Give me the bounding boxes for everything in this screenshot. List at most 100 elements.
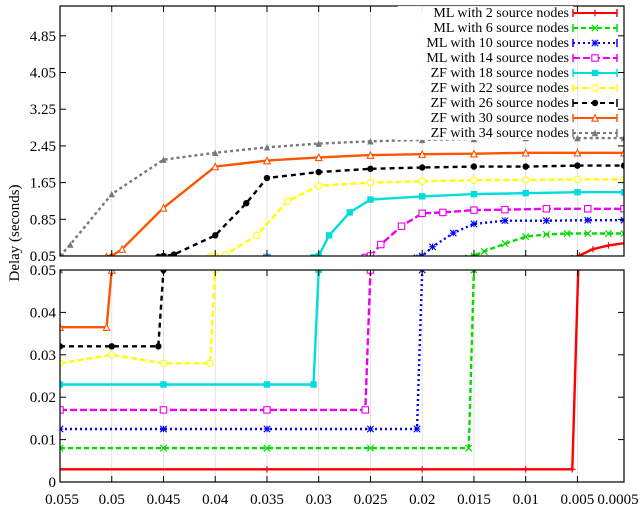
data-point [160, 381, 167, 388]
data-point [542, 205, 551, 213]
data-point [418, 209, 426, 218]
data-point [67, 241, 74, 248]
legend-label: ML with 6 source nodes [433, 21, 569, 36]
data-point [465, 444, 473, 452]
data-point [314, 182, 323, 190]
data-point [591, 54, 599, 62]
data-point [522, 189, 529, 197]
data-point [314, 152, 323, 162]
data-point [155, 253, 162, 256]
data-point [221, 250, 230, 256]
data-point [449, 229, 457, 237]
data-point [470, 270, 478, 274]
data-point [60, 444, 64, 452]
data-point [542, 217, 550, 225]
data-point [620, 229, 624, 238]
data-point [222, 140, 228, 146]
legend-background [398, 111, 573, 125]
data-point [118, 244, 127, 253]
data-point [102, 322, 111, 331]
data-point [591, 99, 599, 107]
data-point [469, 149, 479, 158]
data-point [620, 189, 624, 196]
data-point [263, 425, 271, 433]
data-point [212, 232, 219, 239]
data-point [584, 205, 592, 213]
y-tick-label: 4.05 [30, 66, 56, 82]
data-point [569, 466, 576, 473]
y-tick-label: 0.01 [30, 433, 56, 449]
y-tick-label: 0.05 [30, 249, 56, 265]
data-point [470, 206, 478, 214]
series-line [60, 270, 372, 412]
data-point [60, 381, 64, 388]
data-point [310, 381, 317, 388]
data-point [366, 178, 375, 187]
data-point [310, 254, 317, 256]
data-point [108, 343, 115, 350]
data-point [604, 229, 613, 238]
data-point [590, 113, 600, 122]
data-point [439, 208, 447, 217]
y-tick-label: 0 [49, 475, 57, 491]
series-line [60, 178, 624, 256]
plot-frames [59, 5, 625, 483]
data-point [108, 190, 115, 198]
data-point [418, 149, 427, 158]
data-point [522, 233, 530, 241]
data-point [620, 239, 624, 247]
legend-background [398, 51, 573, 65]
data-point [60, 406, 64, 414]
data-point [315, 140, 322, 147]
data-point [501, 205, 509, 214]
legend-label: ZF with 34 source nodes [431, 126, 569, 141]
x-tick-label: 0.02 [409, 492, 435, 508]
data-point [252, 231, 261, 240]
data-point [212, 149, 219, 156]
data-point [159, 359, 168, 368]
y-tick-label: 0.85 [30, 212, 56, 228]
data-point [315, 168, 322, 176]
data-point [584, 229, 592, 238]
data-point [107, 351, 116, 359]
legend-label: ZF with 22 source nodes [431, 81, 569, 96]
data-point [574, 189, 581, 196]
data-point [413, 425, 421, 433]
data-point [573, 148, 582, 157]
y-tick-label: 1.65 [30, 176, 56, 192]
data-point [428, 243, 437, 251]
legend-label: ZF with 30 source nodes [431, 111, 569, 126]
data-point [589, 245, 597, 253]
series-lines [60, 134, 624, 473]
data-point [470, 190, 478, 198]
data-point [159, 406, 168, 414]
x-tick-label: 0.025 [354, 492, 388, 508]
x-tick-label: 0.015 [457, 492, 491, 508]
series-line [60, 270, 217, 365]
data-point [419, 164, 426, 171]
legend-background [398, 36, 573, 50]
data-point [60, 466, 64, 473]
data-point [263, 444, 271, 452]
data-point [367, 196, 374, 203]
axis-ticks: 0.05 0.85 1.65 2.45 3.25 4.05 4.85 0 0.01 0.02 0.0… [30, 6, 639, 508]
data-point [346, 209, 353, 216]
data-point [367, 165, 374, 173]
data-point [591, 9, 599, 17]
panel-top-series [60, 134, 624, 256]
data-point [501, 217, 509, 225]
y-tick-label: 3.25 [30, 102, 56, 118]
data-point [620, 162, 624, 169]
data-point [263, 406, 271, 414]
x-tick-label: 0.03 [306, 492, 332, 508]
data-point [211, 162, 220, 171]
legend-label: ZF with 26 source nodes [431, 96, 569, 111]
x-tick-label: 0.05 [99, 492, 125, 508]
x-tick-label: 0.045 [147, 492, 181, 508]
data-point [522, 466, 529, 473]
data-point [574, 134, 581, 142]
data-point [263, 144, 271, 151]
data-point [573, 175, 582, 184]
data-point [171, 140, 177, 146]
legend-background [398, 66, 573, 80]
